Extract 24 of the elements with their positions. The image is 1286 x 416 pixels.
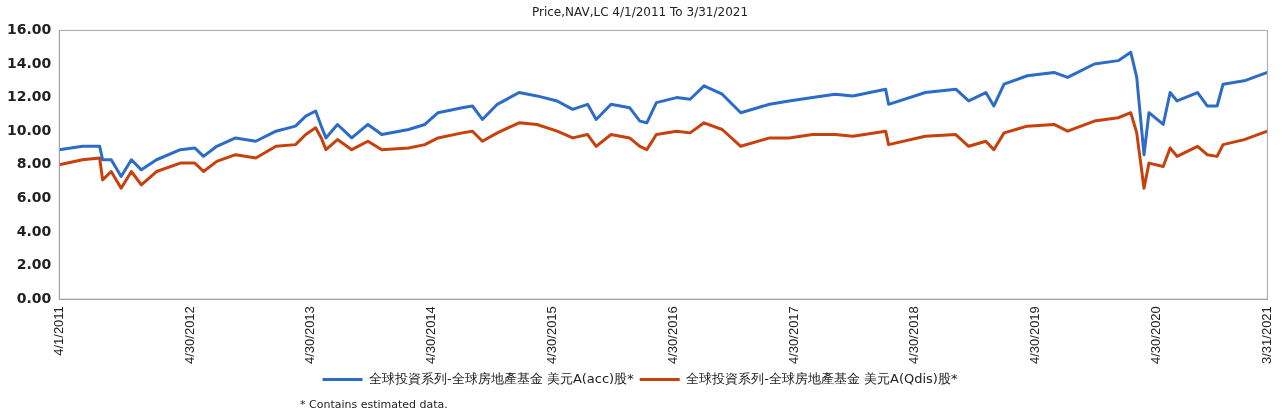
x-tick-label: 4/30/2018 — [906, 306, 922, 365]
y-tick-label: 4.00 — [16, 222, 52, 239]
x-tick-label: 4/30/2013 — [302, 306, 318, 365]
x-tick-label: 4/30/2012 — [181, 306, 197, 365]
x-tick-label: 4/30/2014 — [423, 306, 439, 365]
y-tick-label: 10.00 — [6, 121, 52, 138]
x-tick-label: 4/30/2019 — [1027, 306, 1043, 365]
x-tick-label: 4/30/2017 — [785, 306, 801, 365]
y-tick-label: 2.00 — [16, 256, 52, 273]
text: * Contains estimated data. — [300, 398, 448, 411]
chart-title: Price,NAV,LC 4/1/2011 To 3/31/2021 — [531, 5, 749, 20]
y-tick-label: 6.00 — [16, 189, 52, 206]
x-tick-label: 3/31/2021 — [1258, 306, 1274, 365]
x-tick-label: 4/1/2011 — [50, 306, 66, 356]
legend-label: 全球投資系列-全球房地產基金 美元A(Qdis)股* — [686, 370, 958, 386]
y-tick-label: 16.00 — [6, 21, 52, 38]
y-tick-label: 14.00 — [6, 54, 52, 71]
x-tick-label: 4/30/2016 — [664, 306, 680, 365]
x-tick-label: 4/30/2020 — [1148, 306, 1164, 365]
y-tick-label: 8.00 — [16, 155, 52, 172]
legend-label: 全球投資系列-全球房地產基金 美元A(acc)股* — [369, 370, 635, 386]
y-tick-label: 12.00 — [6, 88, 52, 105]
y-tick-label: 0.00 — [16, 289, 52, 306]
x-tick-label: 4/30/2015 — [543, 306, 559, 365]
